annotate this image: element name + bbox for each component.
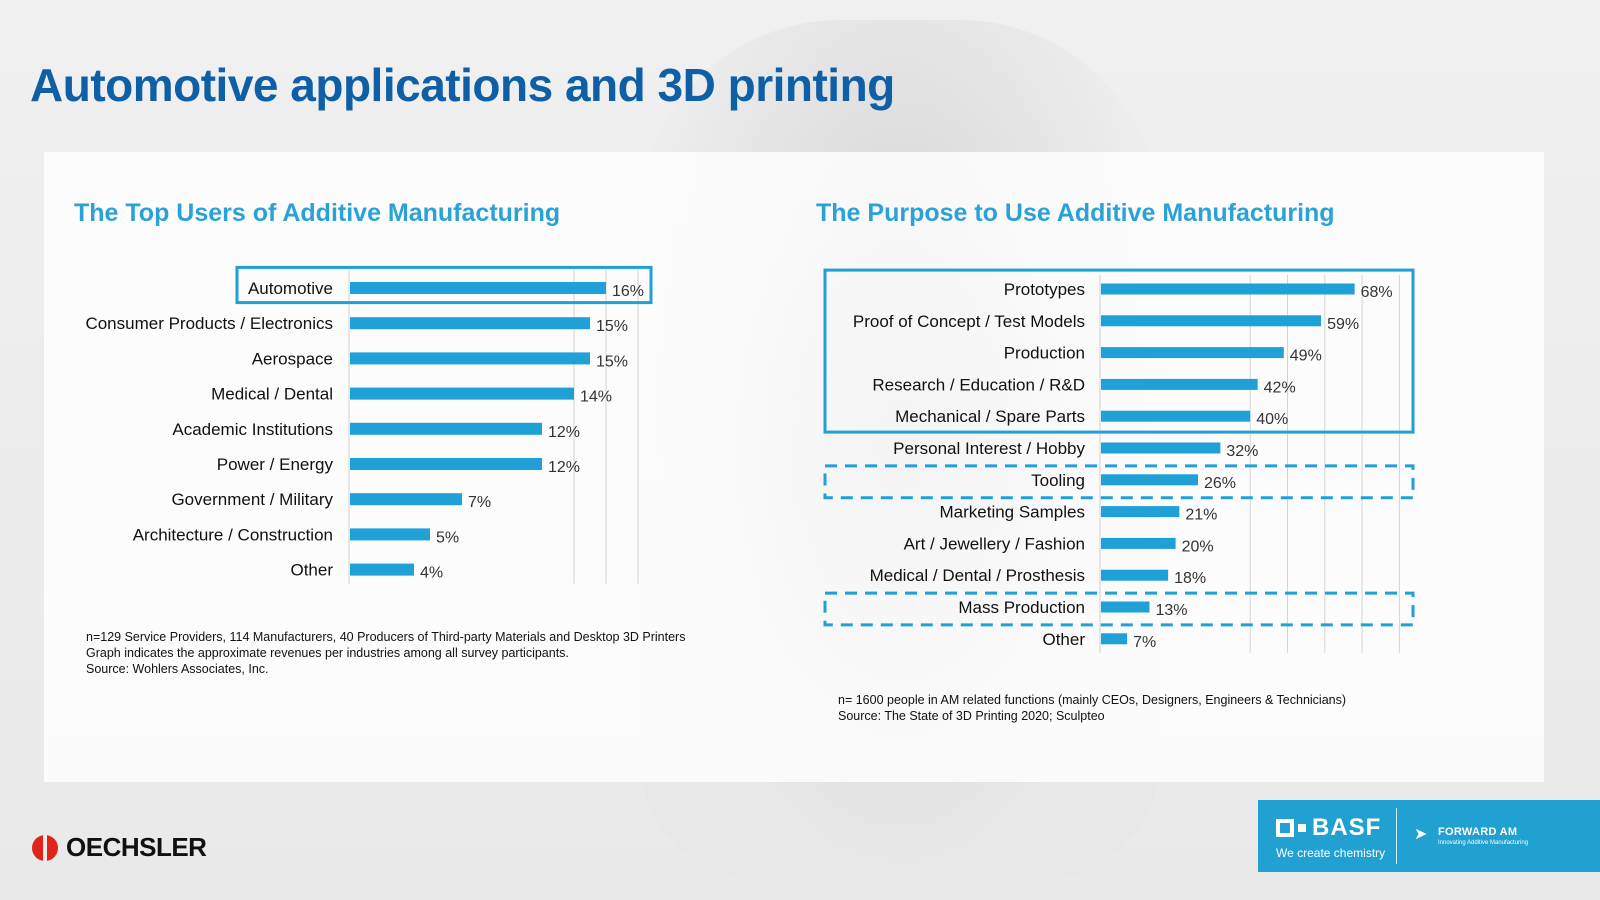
basf-square-icon — [1276, 819, 1294, 837]
highlight-box — [235, 265, 653, 305]
data-label: 21% — [1185, 507, 1217, 524]
note-line: n=129 Service Providers, 114 Manufacture… — [86, 630, 686, 644]
bar — [1101, 601, 1150, 613]
data-label: 42% — [1264, 379, 1296, 396]
basf-dot-icon — [1298, 824, 1306, 832]
bar — [1101, 569, 1169, 581]
category-label: Automotive — [248, 279, 333, 298]
data-label: 18% — [1174, 570, 1206, 587]
basf-slogan: We create chemistry — [1276, 846, 1386, 860]
data-label: 15% — [596, 353, 628, 370]
dashed-highlight-box — [823, 591, 1415, 627]
category-label: Other — [1042, 630, 1085, 649]
forward-am-subline: Innovating Additive Manufacturing — [1438, 840, 1529, 846]
data-label: 7% — [1133, 634, 1156, 651]
bar — [1101, 442, 1221, 454]
bar — [1101, 347, 1284, 359]
data-label: 32% — [1226, 443, 1258, 460]
category-label: Research / Education / R&D — [872, 375, 1085, 394]
bar — [350, 317, 590, 330]
bar — [1101, 633, 1128, 645]
bar — [1101, 283, 1355, 295]
bar — [350, 563, 414, 576]
forward-am-icon: ➤ — [1414, 826, 1428, 843]
category-label: Aerospace — [252, 349, 333, 368]
data-label: 20% — [1182, 538, 1214, 555]
bar — [350, 282, 606, 294]
category-label: Power / Energy — [217, 455, 334, 474]
data-label: 68% — [1361, 284, 1393, 301]
bar — [350, 458, 542, 470]
data-label: 7% — [468, 494, 491, 511]
category-label: Consumer Products / Electronics — [85, 314, 333, 333]
category-label: Production — [1004, 344, 1085, 363]
bar — [350, 387, 574, 400]
data-label: 14% — [580, 389, 612, 406]
oechsler-logo-icon — [32, 834, 58, 861]
oechsler-brand: OECHSLER — [32, 832, 207, 863]
bar — [350, 528, 430, 541]
category-label: Medical / Dental / Prosthesis — [870, 566, 1085, 585]
bar — [1101, 506, 1180, 518]
bar — [350, 493, 462, 506]
bar — [1101, 537, 1176, 549]
category-label: Architecture / Construction — [133, 525, 333, 544]
data-label: 40% — [1256, 411, 1288, 428]
category-label: Proof of Concept / Test Models — [853, 312, 1085, 331]
chart-title-users: The Top Users of Additive Manufacturing — [74, 199, 561, 227]
category-label: Marketing Samples — [939, 503, 1085, 522]
category-label: Other — [290, 561, 333, 580]
brand-divider — [1396, 808, 1397, 864]
data-label: 59% — [1327, 316, 1359, 333]
note-line: n= 1600 people in AM related functions (… — [838, 693, 1347, 707]
note-line: Source: Wohlers Associates, Inc. — [86, 662, 269, 676]
basf-wordmark: BASF — [1312, 814, 1382, 841]
bar — [1101, 315, 1322, 327]
chart-title-purpose: The Purpose to Use Additive Manufacturin… — [816, 199, 1335, 227]
chart-note-purpose: n= 1600 people in AM related functions (… — [838, 692, 1346, 724]
data-label: 12% — [548, 424, 580, 441]
category-label: Mechanical / Spare Parts — [895, 407, 1085, 426]
data-label: 16% — [612, 283, 644, 300]
category-label: Mass Production — [958, 598, 1085, 617]
category-label: Personal Interest / Hobby — [893, 439, 1085, 458]
forward-am-wordmark: FORWARD AM — [1438, 826, 1518, 838]
category-label: Medical / Dental — [211, 385, 333, 404]
data-label: 49% — [1290, 348, 1322, 365]
data-label: 26% — [1204, 475, 1236, 492]
data-label: 4% — [420, 565, 443, 582]
basf-forward-brand: BASF We create chemistry ➤ FORWARD AM In… — [1258, 800, 1600, 872]
category-label: Government / Military — [171, 490, 333, 509]
category-label: Prototypes — [1004, 280, 1085, 299]
note-line: Graph indicates the approximate revenues… — [86, 646, 569, 660]
oechsler-wordmark: OECHSLER — [66, 832, 207, 862]
bar — [1101, 410, 1251, 422]
highlight-box — [823, 268, 1415, 434]
note-line: Source: The State of 3D Printing 2020; S… — [838, 709, 1105, 723]
bar — [350, 352, 590, 365]
bar — [1101, 474, 1198, 486]
bar — [1101, 378, 1258, 390]
data-label: 15% — [596, 318, 628, 335]
dashed-highlight-box — [823, 464, 1415, 500]
category-label: Art / Jewellery / Fashion — [904, 534, 1085, 553]
category-label: Academic Institutions — [172, 420, 333, 439]
bar — [350, 422, 542, 435]
basf-logo: BASF — [1276, 814, 1381, 842]
page-title: Automotive applications and 3D printing — [30, 59, 895, 111]
category-label: Tooling — [1031, 471, 1085, 490]
chart-note-users: n=129 Service Providers, 114 Manufacture… — [86, 629, 685, 677]
data-label: 13% — [1155, 602, 1187, 619]
data-label: 5% — [436, 529, 459, 546]
data-label: 12% — [548, 459, 580, 476]
